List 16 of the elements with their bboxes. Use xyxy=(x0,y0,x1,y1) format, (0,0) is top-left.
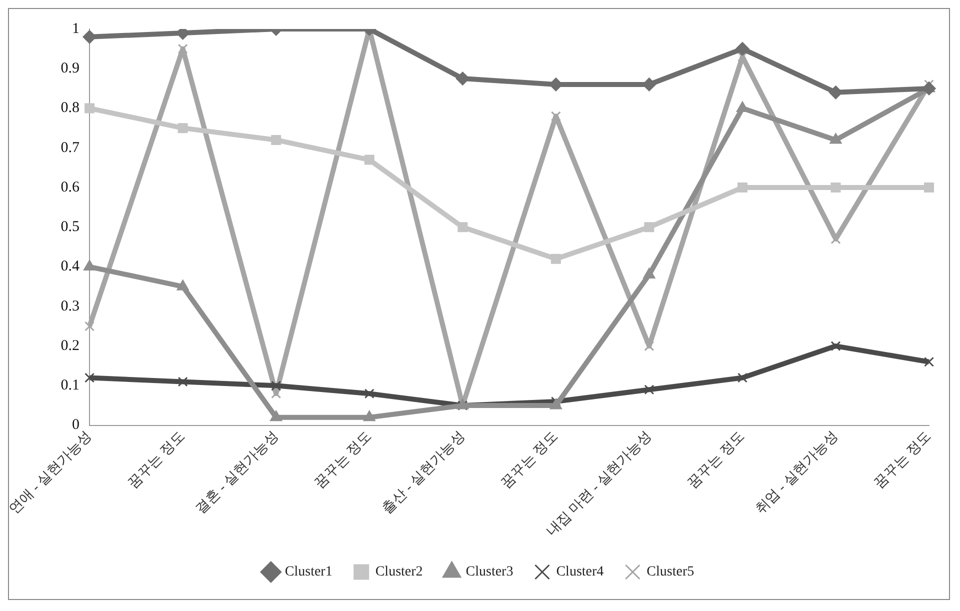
legend-label: Cluster3 xyxy=(466,564,514,580)
y-tick-label: 0.5 xyxy=(60,219,80,236)
legend-label: Cluster2 xyxy=(375,564,423,580)
legend-label: Cluster4 xyxy=(556,564,604,580)
y-tick-label: 0.1 xyxy=(60,378,80,394)
y-tick-label: 0.2 xyxy=(60,338,80,354)
legend-label: Cluster1 xyxy=(284,564,332,580)
y-tick-label: 0.7 xyxy=(60,140,80,156)
y-tick-label: 0.3 xyxy=(60,298,80,314)
y-tick-label: 0.9 xyxy=(60,60,80,77)
y-tick-label: 0.6 xyxy=(60,179,80,196)
y-tick-label: 1 xyxy=(72,20,80,37)
y-tick-label: 0 xyxy=(72,417,80,434)
y-tick-label: 0.4 xyxy=(60,258,80,275)
y-tick-label: 0.8 xyxy=(60,100,80,116)
legend-label: Cluster5 xyxy=(646,564,694,580)
